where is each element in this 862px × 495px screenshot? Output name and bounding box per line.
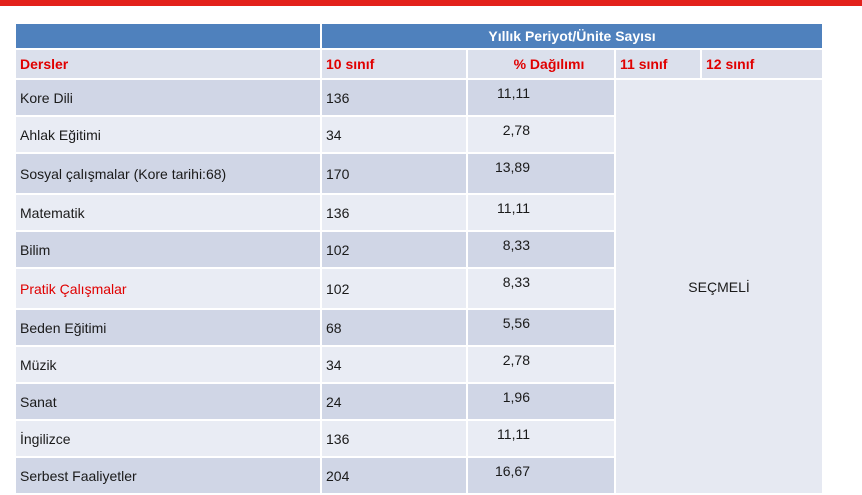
header-grade-10: 10 sınıf [320,48,468,80]
percentage-cell: 11,11 [466,193,616,232]
curriculum-table: Yıllık Periyot/Ünite Sayısı Dersler 10 s… [14,22,825,495]
header-grade-12: 12 sınıf [699,48,825,80]
hours-cell: 34 [320,345,468,384]
table-row: Matematik 136 11,11 [14,193,823,232]
hours-cell: 170 [320,152,468,195]
table-row: Beden Eğitimi 68 5,56 [14,308,823,347]
percentage-cell: 8,33 [466,230,616,269]
top-accent-bar [0,0,862,6]
subject-cell: Beden Eğitimi [14,308,322,347]
percentage-cell: 11,11 [466,78,616,117]
header-percentage: % Dağılımı [466,48,616,80]
subject-cell: Serbest Faaliyetler [14,456,322,495]
logo-curve-shape [20,0,54,6]
percentage-cell: 2,78 [466,115,616,154]
hours-cell: 68 [320,308,468,347]
hours-cell: 34 [320,115,468,154]
header-grade-11: 11 sınıf [614,48,702,80]
subject-cell: Müzik [14,345,322,384]
percentage-cell: 13,89 [466,152,616,195]
subject-cell: Matematik [14,193,322,232]
table-row: Bilim 102 8,33 [14,230,823,269]
subject-cell: Bilim [14,230,322,269]
header-empty-cell [14,22,322,50]
subject-cell: İngilizce [14,419,322,458]
elective-cell: SEÇMELİ [613,78,825,495]
percentage-cell: 5,56 [466,308,616,347]
percentage-cell: 1,96 [466,382,616,421]
hours-cell: 102 [320,267,468,310]
header-subject: Dersler [14,48,322,80]
table-header-row-2: Dersler 10 sınıf % Dağılımı 11 sınıf 12 … [14,48,825,80]
subject-cell: Sanat [14,382,322,421]
hours-cell: 136 [320,419,468,458]
hours-cell: 136 [320,78,468,117]
subject-cell: Kore Dili [14,78,322,117]
hours-cell: 136 [320,193,468,232]
hours-cell: 24 [320,382,468,421]
hours-cell: 204 [320,456,468,495]
table-row: Müzik 34 2,78 [14,345,823,384]
table-title: Yıllık Periyot/Ünite Sayısı [319,22,825,50]
subject-cell: Sosyal çalışmalar (Kore tarihi:68) [14,152,322,195]
table-row: Ahlak Eğitimi 34 2,78 [14,115,823,154]
percentage-cell: 8,33 [466,267,616,310]
table-row: İngilizce 136 11,11 [14,419,823,458]
table-row: Sanat 24 1,96 [14,382,823,421]
percentage-cell: 16,67 [466,456,616,495]
table-row: Kore Dili 136 11,11 SEÇMELİ [14,78,825,495]
table-row: Pratik Çalışmalar 102 8,33 [14,267,823,310]
hours-cell: 102 [320,230,468,269]
subject-cell: Ahlak Eğitimi [14,115,322,154]
percentage-cell: 11,11 [466,419,616,458]
subject-cell: Pratik Çalışmalar [14,267,322,310]
table-row: Sosyal çalışmalar (Kore tarihi:68) 170 1… [14,152,823,195]
percentage-cell: 2,78 [466,345,616,384]
table-header-row-1: Yıllık Periyot/Ünite Sayısı [14,22,825,50]
